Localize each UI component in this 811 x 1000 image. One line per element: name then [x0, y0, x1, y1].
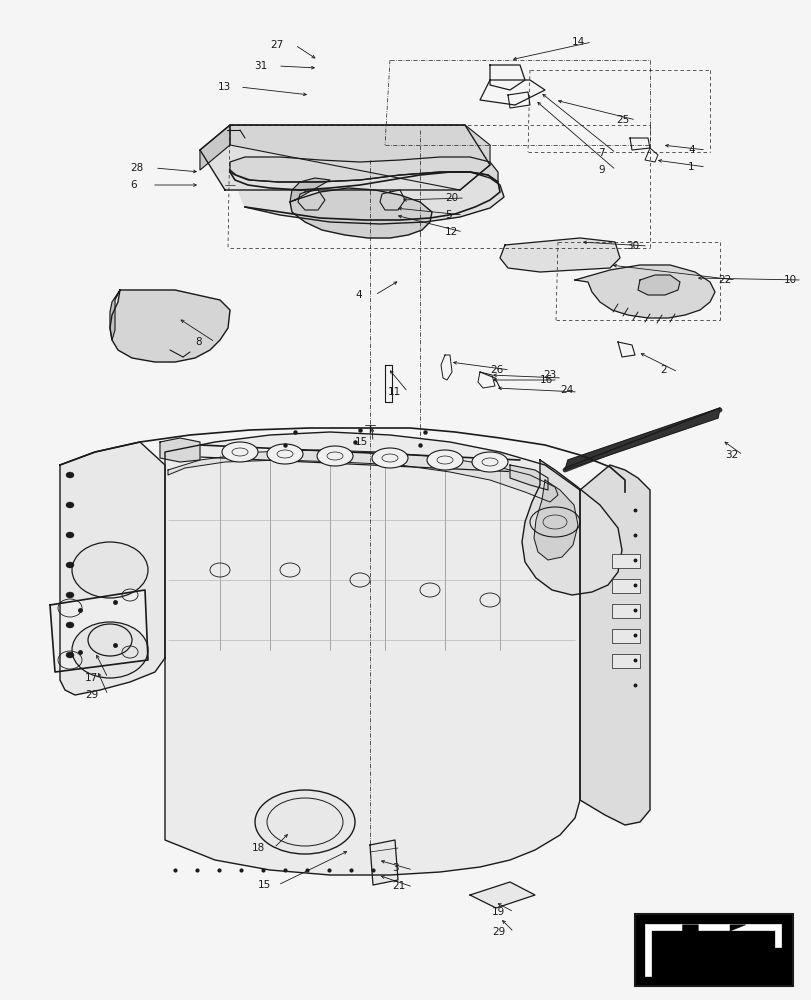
Text: 26: 26 [489, 365, 503, 375]
Text: 10: 10 [783, 275, 796, 285]
Ellipse shape [66, 532, 74, 538]
Ellipse shape [88, 624, 132, 656]
Polygon shape [564, 408, 719, 470]
Text: 25: 25 [616, 115, 629, 125]
Polygon shape [160, 438, 200, 462]
Ellipse shape [427, 450, 462, 470]
Polygon shape [521, 460, 621, 595]
Polygon shape [574, 265, 714, 318]
Text: 7: 7 [597, 148, 604, 158]
Ellipse shape [255, 790, 354, 854]
Polygon shape [109, 290, 120, 340]
Bar [611, 654, 639, 668]
Text: 18: 18 [251, 843, 265, 853]
Polygon shape [50, 590, 148, 672]
Polygon shape [370, 840, 397, 885]
Polygon shape [60, 442, 165, 695]
Polygon shape [644, 924, 780, 976]
Ellipse shape [371, 448, 407, 468]
Text: 2: 2 [659, 365, 666, 375]
Bar [611, 554, 639, 568]
Text: 13: 13 [217, 82, 231, 92]
Text: 20: 20 [444, 193, 457, 203]
Text: 8: 8 [195, 337, 201, 347]
Bar [611, 629, 639, 643]
Ellipse shape [66, 562, 74, 568]
Polygon shape [200, 125, 489, 190]
Text: 14: 14 [571, 37, 585, 47]
Text: 21: 21 [392, 881, 405, 891]
Polygon shape [230, 125, 489, 190]
Text: 4: 4 [354, 290, 361, 300]
Polygon shape [470, 882, 534, 908]
Polygon shape [579, 465, 649, 825]
Text: 15: 15 [258, 880, 271, 890]
Polygon shape [109, 290, 230, 362]
Text: 29: 29 [491, 927, 504, 937]
Text: 4: 4 [687, 145, 693, 155]
Text: 1: 1 [687, 162, 693, 172]
Polygon shape [165, 432, 579, 875]
Text: 24: 24 [560, 385, 573, 395]
Text: 32: 32 [724, 450, 737, 460]
Text: 19: 19 [491, 907, 504, 917]
Text: 28: 28 [130, 163, 143, 173]
Text: 31: 31 [254, 61, 267, 71]
Polygon shape [500, 238, 620, 272]
Text: 3: 3 [392, 863, 398, 873]
Ellipse shape [66, 502, 74, 508]
Polygon shape [230, 170, 504, 224]
Ellipse shape [66, 622, 74, 628]
Polygon shape [290, 188, 431, 238]
Text: 30: 30 [625, 241, 638, 251]
Text: 29: 29 [85, 690, 98, 700]
Bar [611, 604, 639, 618]
Text: 15: 15 [354, 437, 368, 447]
Ellipse shape [72, 542, 148, 598]
Text: 17: 17 [85, 673, 98, 683]
Polygon shape [534, 480, 577, 560]
Polygon shape [681, 925, 744, 975]
Polygon shape [637, 275, 679, 295]
Text: 16: 16 [539, 375, 552, 385]
Polygon shape [200, 125, 230, 170]
Ellipse shape [221, 442, 258, 462]
Text: 6: 6 [130, 180, 136, 190]
Ellipse shape [66, 652, 74, 658]
Text: 9: 9 [597, 165, 604, 175]
Text: 11: 11 [388, 387, 401, 397]
Bar [634, 914, 792, 986]
Ellipse shape [471, 452, 508, 472]
Ellipse shape [66, 472, 74, 478]
Ellipse shape [316, 446, 353, 466]
Bar [611, 579, 639, 593]
Polygon shape [290, 178, 329, 202]
Text: 5: 5 [444, 210, 451, 220]
Text: 12: 12 [444, 227, 457, 237]
Ellipse shape [267, 444, 303, 464]
Ellipse shape [72, 622, 148, 678]
Text: 27: 27 [270, 40, 283, 50]
Polygon shape [168, 450, 557, 502]
Ellipse shape [66, 592, 74, 598]
Text: 23: 23 [543, 370, 556, 380]
Polygon shape [509, 465, 547, 490]
Polygon shape [230, 157, 497, 182]
Text: 22: 22 [717, 275, 731, 285]
